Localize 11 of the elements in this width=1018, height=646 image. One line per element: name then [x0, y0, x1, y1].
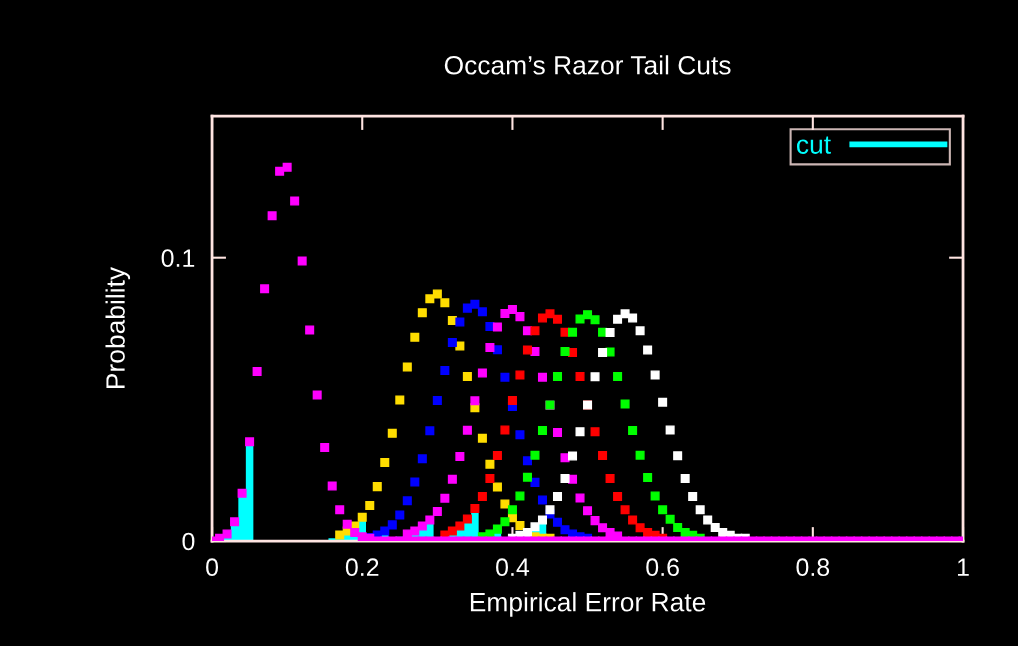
x-tick-label: 0.4	[496, 558, 530, 577]
x-tick-label: 0	[206, 558, 219, 577]
x-tick-label: 0.2	[345, 558, 379, 577]
legend-label: cut	[797, 136, 831, 154]
x-tick-label: 0.6	[646, 558, 679, 577]
x-tick-label: 0.8	[796, 558, 830, 577]
y-axis-title: Probability	[105, 266, 131, 388]
x-axis-title: Empirical Error Rate	[470, 592, 706, 617]
y-tick-label: 0.1	[161, 249, 195, 267]
chart-title: Occam’s Razor Tail Cuts	[444, 55, 731, 75]
x-tick-label: 1	[957, 558, 969, 576]
